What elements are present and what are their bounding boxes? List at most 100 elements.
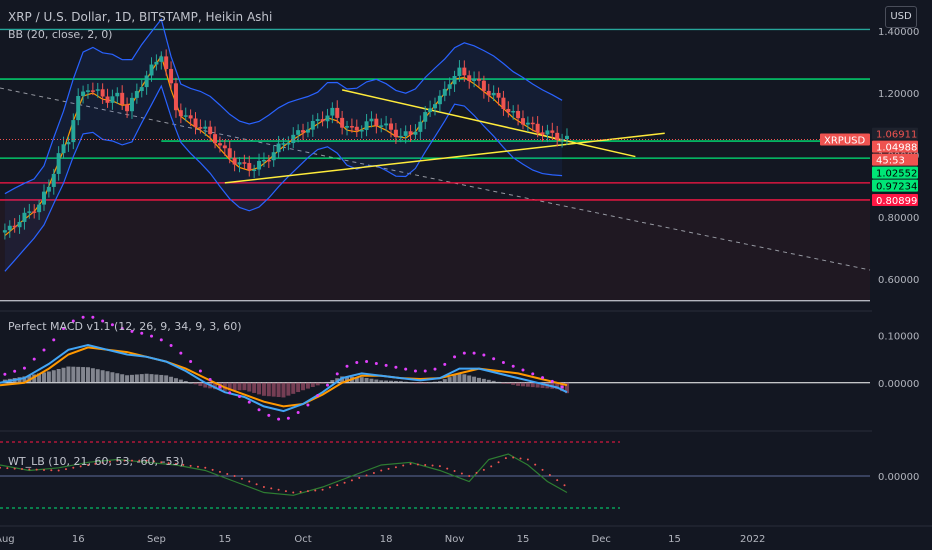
macd-histogram-bar [555,382,560,390]
macd-histogram-bar [266,382,271,397]
macd-dot [120,327,124,331]
wt2-dot [86,464,89,466]
macd-histogram-bar [51,370,56,383]
wt2-dot [116,459,119,462]
macd-histogram-bar [41,372,46,383]
wt2-dot [277,488,280,491]
wt2-dot [534,463,537,466]
candle-body [183,115,188,117]
macd-histogram-bar [237,382,242,391]
candle-body [169,68,174,84]
macd-dot [560,385,564,389]
macd-dot [355,361,359,365]
macd-histogram-bar [173,378,178,383]
macd-histogram-bar [213,382,218,390]
wt2-dot [130,459,133,462]
macd-dot [208,377,212,381]
price-tag-label: 0.97234 [876,182,917,193]
macd-histogram-bar [535,382,540,388]
symbol-title[interactable]: XRP / U.S. Dollar, 1D, BITSTAMP, Heikin … [8,10,273,24]
candle-body [447,84,452,89]
wt2-dot [468,475,471,477]
candle-body [550,130,555,133]
wt2-dot [240,477,243,480]
macd-histogram-bar [164,375,169,383]
macd-histogram-bar [271,382,276,397]
wt2-dot [314,489,317,492]
candle-body [379,125,384,127]
triangle-upper-trendline [341,89,636,158]
wt2-dot [123,459,126,462]
candle-body [530,122,535,125]
wt2-dot [358,476,361,479]
macd-histogram-bar [134,374,139,383]
macd-histogram-bar [242,382,247,391]
macd-histogram-bar [120,374,125,383]
wt2-dot [145,459,148,462]
macd-panel[interactable] [0,310,932,421]
wt2-dot [497,461,500,464]
macd-legend[interactable]: Perfect MACD v1.1 (12, 26, 9, 34, 9, 3, … [8,320,242,333]
candle-body [296,130,301,135]
wt2-dot [79,465,82,468]
macd-histogram-bar [281,382,286,398]
wt2-dot [233,475,236,477]
candle-body [193,118,198,128]
time-tick-label: Sep [147,534,166,545]
macd-dot [91,315,95,319]
candle-body [481,80,486,91]
wt2-dot [548,473,551,476]
candle-body [125,104,130,112]
wt2-dot [402,464,405,467]
macd-histogram-bar [95,369,100,383]
candle-body [154,61,159,65]
macd-histogram-bar [530,382,535,388]
macd-histogram-bar [359,377,364,383]
price-tag-bg [872,140,918,153]
macd-histogram-bar [252,382,257,393]
macd-dot [247,400,251,404]
wt2-dot [512,456,515,459]
macd-histogram-bar [105,371,110,383]
candle-body [66,142,71,145]
candle-body [188,115,193,119]
macd-dot [237,394,241,398]
wt2-dot [380,469,383,472]
wt-legend[interactable]: WT_LB (10, 21, 60, 53, -60, -53) [8,455,184,468]
candle-body [120,92,125,105]
candle-body [393,129,398,138]
wt2-dot [0,466,1,469]
wavetrend-panel[interactable] [0,430,932,509]
candle-body [555,132,560,140]
price-panel[interactable] [0,0,871,310]
macd-histogram-bar [315,382,320,386]
macd-histogram-bar [320,382,325,384]
wt2-dot [387,467,390,470]
price-axis[interactable]: 1.400001.200001.000000.800000.600000.100… [820,0,932,530]
macd-histogram-bar [188,382,193,384]
wt2-dot [372,471,375,474]
wt2-dot [416,463,419,466]
currency-button[interactable]: USD [885,6,917,28]
candle-body [476,78,481,81]
bb-legend[interactable]: BB (20, close, 2, 0) [8,28,113,41]
candle-body [545,130,550,135]
macd-dot [296,411,300,415]
macd-dot [101,319,105,323]
wt2-dot [108,460,111,463]
candle-body [271,152,276,161]
macd-histogram-bar [379,380,384,383]
triangle-lower-trendline [224,132,665,184]
price-axis-bg [872,0,932,530]
price-tag-bg [872,166,918,179]
wt2-dot [20,467,23,470]
candle-body [7,225,12,231]
wt2-dot [306,490,309,493]
wt2-dot [167,462,170,465]
candle-body [354,126,359,131]
time-axis[interactable]: Aug 16 Sep 15 Oct 18 Nov 15 Dec 15 2022 [0,525,932,545]
candle-body [2,230,7,233]
price-tag-label: XRPUSD [824,136,865,147]
candle-body [85,90,90,92]
